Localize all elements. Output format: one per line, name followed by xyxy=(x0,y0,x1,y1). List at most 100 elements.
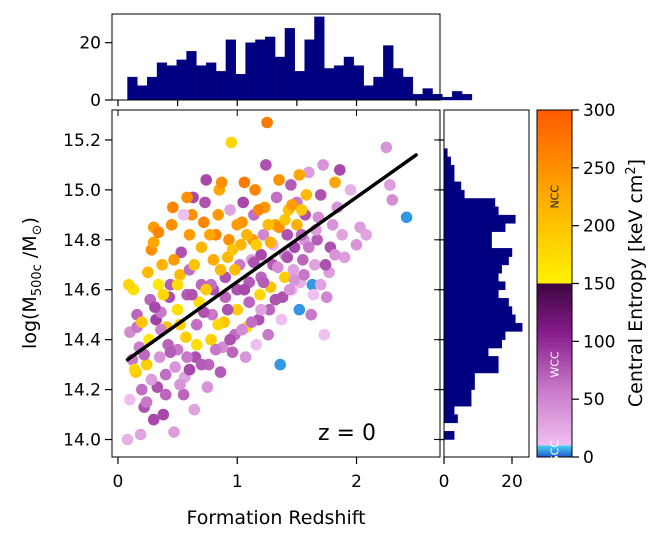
marginal-y-bar xyxy=(443,273,499,282)
scatter-point xyxy=(205,333,217,346)
scatter-point xyxy=(273,174,285,186)
scatter-point xyxy=(136,383,148,396)
scatter-point xyxy=(311,234,323,246)
scatter-point xyxy=(210,343,222,356)
scatter-point xyxy=(303,166,315,179)
scatter-point xyxy=(181,351,193,363)
y-axis-title-sun: ⊙ xyxy=(30,224,45,235)
scatter-point xyxy=(134,428,147,441)
marginal-x-bar xyxy=(206,62,217,101)
scatter-point xyxy=(136,316,148,329)
marginal-y-histogram: 0 20 xyxy=(438,109,530,492)
marginal-x-bar xyxy=(186,51,197,101)
marginal-y-bar xyxy=(443,239,492,249)
scatter-point xyxy=(177,209,190,221)
scatter-point xyxy=(238,176,251,189)
scatter-point xyxy=(334,164,346,176)
scatter-point xyxy=(287,264,300,276)
scatter-point xyxy=(231,219,243,231)
scatter-point xyxy=(386,194,399,206)
main-y-ticks: 14.0 14.2 14.4 14.6 14.8 15.0 15.2 xyxy=(63,131,440,451)
scatter-point xyxy=(152,226,165,239)
marginal-y-bar xyxy=(443,347,489,357)
marginal-x-bar xyxy=(166,65,177,101)
marginal-x-y-tick-label: 20 xyxy=(79,34,101,54)
marginal-y-x-tick-label: 0 xyxy=(439,472,450,492)
scatter-point xyxy=(300,189,313,201)
scatter-point xyxy=(225,136,238,149)
marginal-x-y-ticks: 0 20 xyxy=(79,34,112,111)
marginal-y-frame xyxy=(443,109,530,458)
scatter-point xyxy=(275,313,288,326)
scatter-point xyxy=(344,184,357,196)
colorbar-ticks: 0 50 100 150 200 250 300 xyxy=(572,101,615,468)
marginal-y-x-ticks: 0 20 xyxy=(439,457,523,492)
scatter-point xyxy=(298,269,310,281)
scatter-point xyxy=(221,303,234,316)
marginal-x-frame xyxy=(111,13,441,101)
marginal-x-bar xyxy=(442,96,453,101)
scatter-point xyxy=(171,303,184,316)
colorbar-tick-label: 0 xyxy=(583,448,594,468)
scatter-point xyxy=(145,373,158,386)
marginal-y-bar xyxy=(443,406,455,415)
scatter-point xyxy=(169,361,181,373)
marginal-y-bar xyxy=(443,281,506,291)
colorbar-scc-band xyxy=(537,445,572,457)
scatter-point xyxy=(269,293,282,306)
marginal-x-bar xyxy=(461,94,473,101)
scatter-point xyxy=(293,169,306,181)
marginal-x-bar xyxy=(402,76,414,101)
scatter-point xyxy=(380,141,393,154)
marginal-y-bar xyxy=(443,314,516,324)
main-x-tick-label: 0 xyxy=(113,472,124,492)
scatter-point xyxy=(254,288,266,301)
marginal-y-bar xyxy=(443,298,509,307)
scatter-point xyxy=(175,246,187,259)
marginal-y-bar xyxy=(443,214,516,224)
marginal-x-bar xyxy=(432,94,443,101)
scatter-point xyxy=(314,278,327,291)
colorbar-tick-label: 100 xyxy=(583,332,615,352)
scatter-point xyxy=(200,283,212,296)
scatter-point xyxy=(255,303,267,316)
scatter-point xyxy=(157,408,170,421)
marginal-y-bar xyxy=(443,189,465,199)
scatter-point xyxy=(318,328,331,341)
marginal-y-y-ticks xyxy=(438,139,444,441)
marginal-x-bar xyxy=(274,56,286,101)
scatter-point xyxy=(168,253,180,266)
scatter-point xyxy=(164,346,177,359)
marginal-y-bar xyxy=(443,289,499,299)
scatter-point xyxy=(147,236,160,249)
scatter-points xyxy=(121,116,413,446)
main-plot-frame xyxy=(111,109,441,458)
marginal-y-bar xyxy=(443,372,475,382)
scatter-point xyxy=(291,219,303,231)
scatter-point xyxy=(248,256,260,269)
scatter-point xyxy=(165,219,178,231)
main-scatter-plot: 0 1 2 14.0 14.2 14.4 14.6 14.8 15.0 15.2 z = 0 F… xyxy=(19,109,441,529)
scatter-point xyxy=(274,358,287,371)
marginal-x-bar xyxy=(314,16,325,101)
marginal-y-bar xyxy=(443,181,462,191)
marginal-x-x-ticks xyxy=(117,100,417,106)
marginal-y-bar xyxy=(443,231,492,241)
colorbar-tick-label: 300 xyxy=(583,101,615,121)
scatter-point xyxy=(183,363,196,376)
scatter-point xyxy=(128,363,141,376)
marginal-y-bar xyxy=(443,198,496,207)
scatter-point xyxy=(199,196,211,209)
scatter-point xyxy=(257,276,270,289)
scatter-point xyxy=(243,296,255,309)
marginal-y-bar xyxy=(443,156,452,166)
marginal-x-histogram: 0 20 xyxy=(79,13,473,111)
scatter-point xyxy=(262,219,275,231)
colorbar-wcc-label: WCC xyxy=(549,351,562,378)
scatter-point xyxy=(149,301,161,314)
scatter-point xyxy=(279,214,291,226)
marginal-x-bar xyxy=(324,68,335,101)
scatter-point xyxy=(186,209,198,221)
scatter-point xyxy=(262,328,275,341)
scatter-point xyxy=(338,251,351,264)
